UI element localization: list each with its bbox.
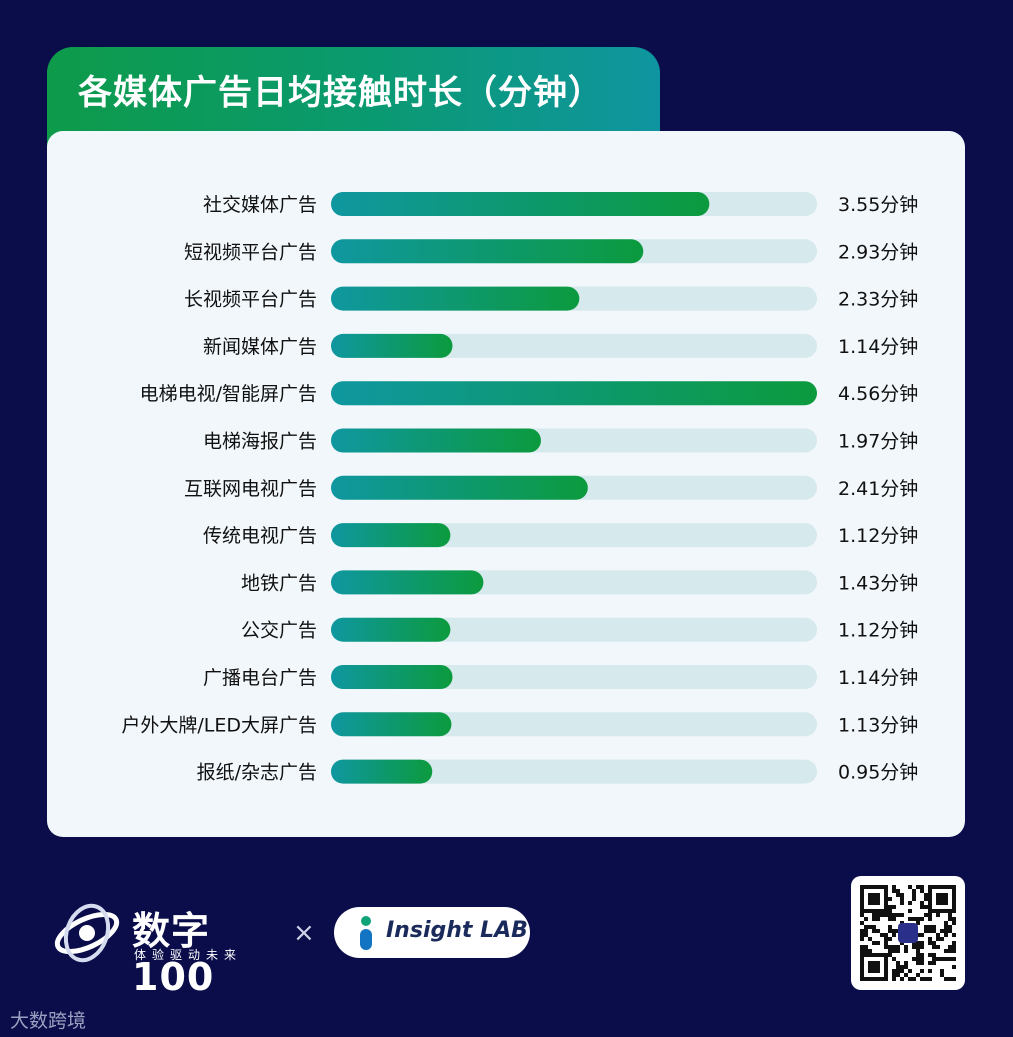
value-label: 2.93分钟 bbox=[838, 241, 918, 263]
category-label: 长视频平台广告 bbox=[184, 289, 317, 311]
bar bbox=[331, 428, 541, 453]
value-label: 2.41分钟 bbox=[838, 478, 918, 500]
bar-track bbox=[331, 333, 817, 358]
category-label: 新闻媒体广告 bbox=[203, 336, 317, 358]
chart-title: 各媒体广告日均接触时长（分钟） bbox=[78, 73, 603, 113]
value-label: 4.56分钟 bbox=[838, 383, 918, 405]
category-label: 户外大牌/LED大屏广告 bbox=[121, 714, 317, 736]
category-label: 传统电视广告 bbox=[203, 525, 317, 547]
brand-name: 数字100 bbox=[132, 909, 215, 999]
bar bbox=[331, 333, 453, 358]
globe-icon bbox=[54, 903, 120, 963]
value-label: 1.14分钟 bbox=[838, 336, 918, 358]
value-label: 1.43分钟 bbox=[838, 572, 918, 594]
bar-track bbox=[331, 617, 817, 642]
value-label: 1.12分钟 bbox=[838, 620, 918, 642]
bar bbox=[331, 239, 644, 264]
bar bbox=[331, 523, 451, 548]
category-label: 公交广告 bbox=[241, 620, 317, 642]
category-label: 互联网电视广告 bbox=[184, 478, 317, 500]
bar bbox=[331, 712, 452, 737]
value-label: 1.97分钟 bbox=[838, 431, 918, 453]
value-label: 1.12分钟 bbox=[838, 525, 918, 547]
bar bbox=[331, 759, 433, 784]
category-label: 报纸/杂志广告 bbox=[197, 762, 317, 784]
category-label: 短视频平台广告 bbox=[184, 241, 317, 263]
category-label: 电梯电视/智能屏广告 bbox=[140, 383, 317, 405]
value-label: 1.14分钟 bbox=[838, 667, 918, 689]
qr-code-icon bbox=[860, 885, 956, 981]
value-label: 2.33分钟 bbox=[838, 289, 918, 311]
bar bbox=[331, 381, 817, 406]
bar-track bbox=[331, 759, 817, 784]
bar bbox=[331, 286, 580, 311]
value-label: 0.95分钟 bbox=[838, 762, 918, 784]
insight-lab-label: Insight LAB bbox=[386, 918, 528, 943]
category-label: 电梯海报广告 bbox=[203, 431, 317, 453]
insight-lab-logo: Insight LAB bbox=[334, 907, 530, 958]
qr-code bbox=[851, 876, 965, 990]
bar-track bbox=[331, 665, 817, 689]
value-label: 1.13分钟 bbox=[838, 714, 918, 736]
times-sign: × bbox=[293, 918, 315, 948]
bar bbox=[331, 475, 588, 500]
category-label: 广播电台广告 bbox=[203, 667, 317, 689]
watermark: 大数跨境 bbox=[10, 1010, 87, 1032]
bar bbox=[331, 617, 451, 642]
brand-logo: 数字100 体验驱动未来 bbox=[52, 898, 282, 999]
bar bbox=[331, 570, 484, 595]
bar bbox=[331, 192, 710, 216]
value-label: 3.55分钟 bbox=[838, 194, 918, 216]
bar-track bbox=[331, 712, 817, 737]
category-label: 社交媒体广告 bbox=[203, 194, 317, 216]
brand-tagline: 体验驱动未来 bbox=[134, 948, 243, 962]
category-label: 地铁广告 bbox=[241, 572, 317, 594]
bar-track bbox=[331, 523, 817, 548]
insight-i-icon bbox=[360, 916, 372, 950]
bar bbox=[331, 665, 453, 689]
